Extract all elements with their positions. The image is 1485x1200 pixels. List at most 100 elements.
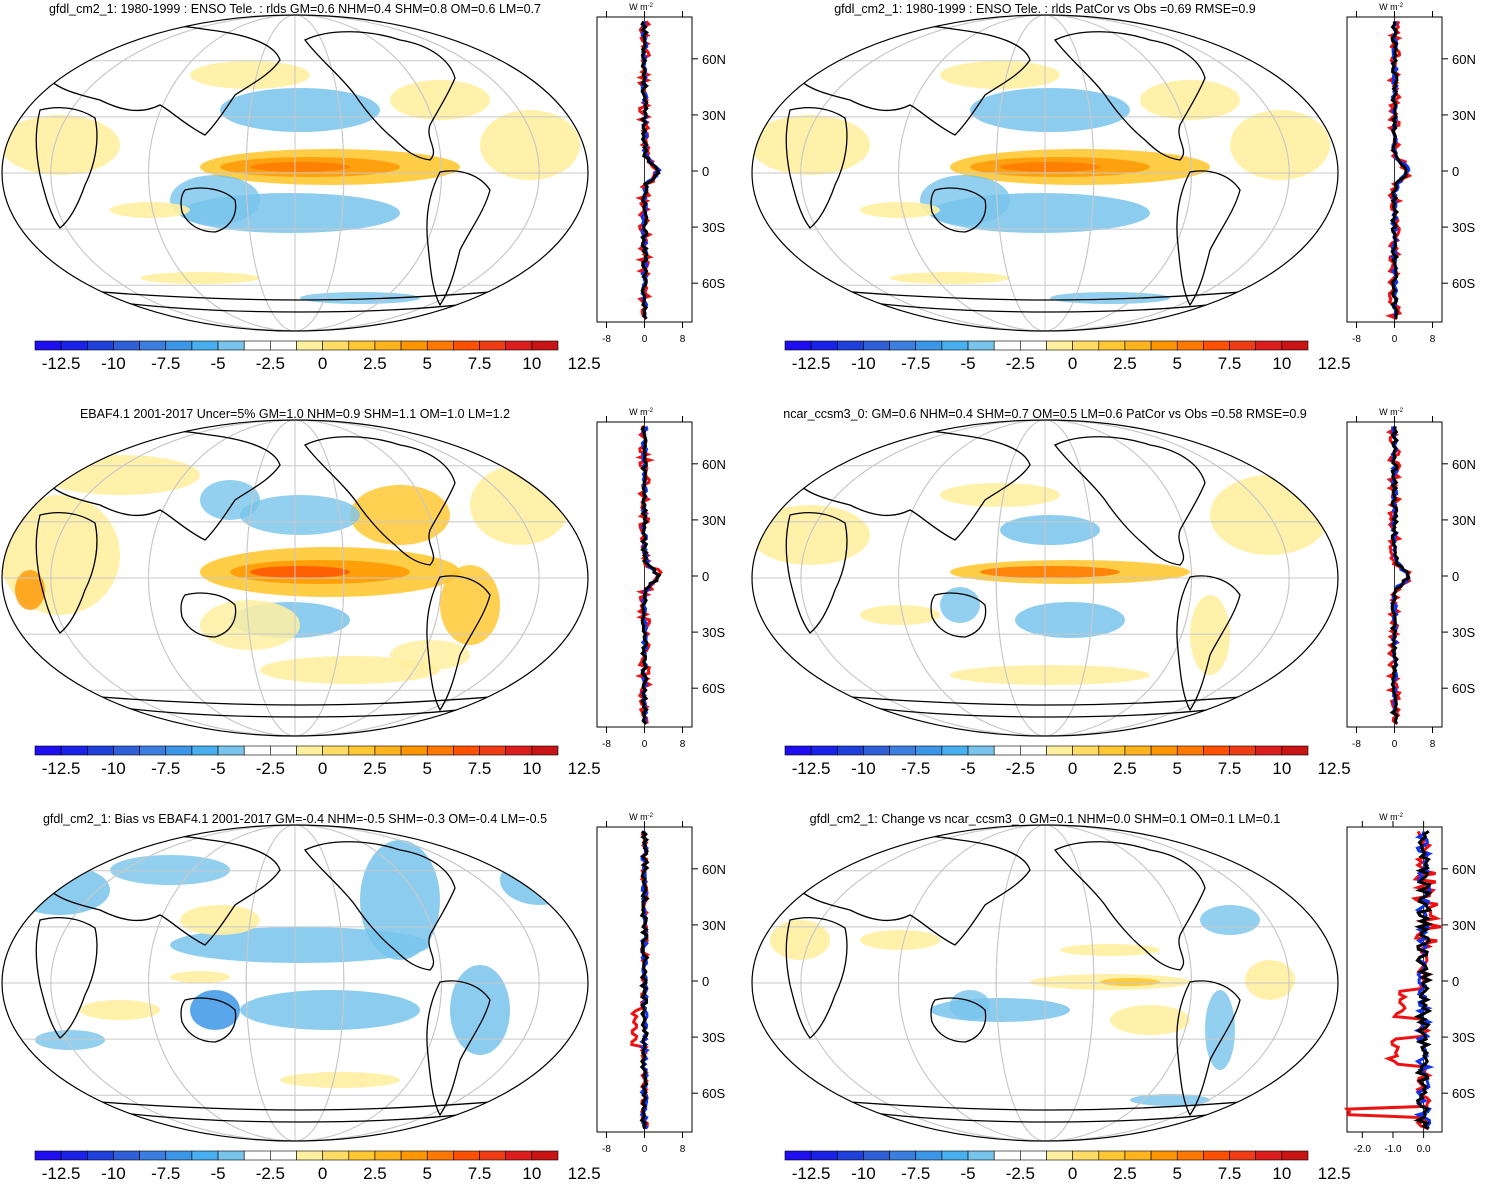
panel-p5: gfdl_cm2_1: Bias vs EBAF4.1 2001-2017 GM… <box>0 810 735 1200</box>
anomaly-region <box>1200 905 1260 935</box>
colorbar-bin <box>400 745 428 756</box>
anomaly-region <box>80 1000 160 1020</box>
colorbar-bin <box>453 745 480 756</box>
colorbar-bin <box>810 340 838 351</box>
anomaly-region <box>480 110 580 180</box>
colorbar-label: -10 <box>101 759 126 778</box>
colorbar-bin <box>270 1150 297 1161</box>
colorbar-bin <box>139 745 167 756</box>
profile-lat-label: 30N <box>1452 108 1476 123</box>
colorbar-bin <box>400 340 428 351</box>
colorbar-label: 0 <box>318 759 327 778</box>
graticule <box>2 15 588 331</box>
profile-unit: W m-2 <box>629 812 653 822</box>
anomaly-region <box>280 1072 400 1088</box>
colorbar-label: 2.5 <box>1113 759 1137 778</box>
colorbar-label: -12.5 <box>792 759 831 778</box>
colorbar-bin <box>348 745 376 756</box>
colorbar-bin <box>863 745 890 756</box>
anomaly-region <box>950 990 990 1020</box>
colorbar-label: -5 <box>960 354 975 373</box>
anomaly-region <box>860 202 940 218</box>
colorbar-label: 5 <box>423 354 432 373</box>
colorbar-label: -12.5 <box>42 354 81 373</box>
map-and-profile: -12.5 -10 -7.5 -5 -2.5 0 2.5 5 7.5 10 12.5-8 0 8 W m-… <box>1 2 726 373</box>
colorbar-label: -2.5 <box>1006 354 1035 373</box>
anomaly-region <box>1130 1094 1210 1106</box>
profile-lat-label: 0 <box>702 164 709 179</box>
map-and-profile: -12.5 -10 -7.5 -5 -2.5 0 2.5 5 7.5 10 12.5-8 0 8 W m-… <box>751 407 1476 778</box>
profile-lat-label: 60N <box>1452 862 1476 877</box>
colorbar-bin <box>296 745 323 756</box>
anomaly-region <box>2 115 120 175</box>
colorbar-bin <box>191 1150 219 1161</box>
colorbar-bin <box>87 340 114 351</box>
colorbar-label: -5 <box>960 1164 975 1183</box>
colorbar-bin <box>1150 340 1178 351</box>
colorbar-bin <box>243 340 271 351</box>
colorbar-label: -5 <box>960 759 975 778</box>
colorbar-label: 2.5 <box>1113 1164 1137 1183</box>
colorbar-bin <box>139 340 167 351</box>
coastline-africa <box>785 107 848 229</box>
profile-lat-label: 0 <box>702 974 709 989</box>
colorbar-bin <box>426 1150 454 1161</box>
profile-lat-label: 0 <box>1452 974 1459 989</box>
coastline-europe-asia <box>29 23 281 136</box>
profile-series-obs <box>639 830 650 1130</box>
profile-lat-label: 30N <box>702 918 726 933</box>
coastline-south-america <box>426 980 491 1117</box>
anomaly-region <box>140 272 260 284</box>
colorbar-bin <box>1072 745 1100 756</box>
colorbar-bin <box>531 745 559 756</box>
colorbar-bin <box>1098 340 1126 351</box>
colorbar: -12.5 -10 -7.5 -5 -2.5 0 2.5 5 7.5 10 12.5 <box>784 745 1351 778</box>
colorbar-label: 10 <box>1272 759 1291 778</box>
anomaly-region <box>890 272 1010 284</box>
coastline-europe-asia <box>779 833 1031 946</box>
colorbar-bin <box>322 1150 350 1161</box>
colorbar-bin <box>1203 1150 1230 1161</box>
panel-p1: gfdl_cm2_1: 1980-1999 : ENSO Tele. : rld… <box>0 0 735 390</box>
coastlines <box>19 23 571 313</box>
colorbar-bin <box>1124 340 1152 351</box>
profile-series-obs <box>1389 426 1411 725</box>
map-and-profile: -12.5 -10 -7.5 -5 -2.5 0 2.5 5 7.5 10 12.5-2.0 -1.0… <box>751 812 1476 1183</box>
colorbar-bin <box>113 340 140 351</box>
profile-lat-label: 30S <box>702 220 725 235</box>
anomaly-region <box>1210 475 1330 555</box>
colorbar-bin <box>1203 340 1230 351</box>
colorbar-bin <box>1255 1150 1283 1161</box>
anomaly-region <box>170 927 430 963</box>
anomaly-region <box>40 455 200 495</box>
world-map <box>751 14 1339 332</box>
profile-x-label: 0 <box>1392 334 1398 345</box>
profile-lat-label: 30N <box>1452 918 1476 933</box>
profile-lat-label: 60S <box>702 276 725 291</box>
coastline-australia <box>180 187 237 233</box>
profile-lat-label: 60S <box>1452 1086 1475 1101</box>
colorbar-bin <box>889 1150 917 1161</box>
anomaly-region <box>860 930 940 950</box>
colorbar-label: -2.5 <box>1006 759 1035 778</box>
profile-x-label: 0 <box>1392 739 1398 750</box>
colorbar-bin <box>863 1150 890 1161</box>
coastline-south-america <box>426 170 491 307</box>
anomaly-region <box>170 971 230 983</box>
colorbar-label: -7.5 <box>151 354 180 373</box>
colorbar-bin <box>1072 1150 1100 1161</box>
colorbar-bin <box>1124 1150 1152 1161</box>
profile-x-label: 0 <box>642 739 648 750</box>
profile-lat-label: 30S <box>1452 220 1475 235</box>
colorbar-bin <box>60 745 88 756</box>
colorbar-bin <box>113 1150 140 1161</box>
anomaly-region <box>1015 602 1125 638</box>
colorbar: -12.5 -10 -7.5 -5 -2.5 0 2.5 5 7.5 10 12.5 <box>34 340 601 373</box>
colorbar-bin <box>479 1150 506 1161</box>
colorbar-bin <box>941 745 969 756</box>
colorbar-bin <box>505 1150 533 1161</box>
colorbar-label: 12.5 <box>1318 759 1351 778</box>
anomaly-region <box>1140 80 1240 120</box>
profile-lat-label: 0 <box>1452 569 1459 584</box>
colorbar-bin <box>784 340 812 351</box>
